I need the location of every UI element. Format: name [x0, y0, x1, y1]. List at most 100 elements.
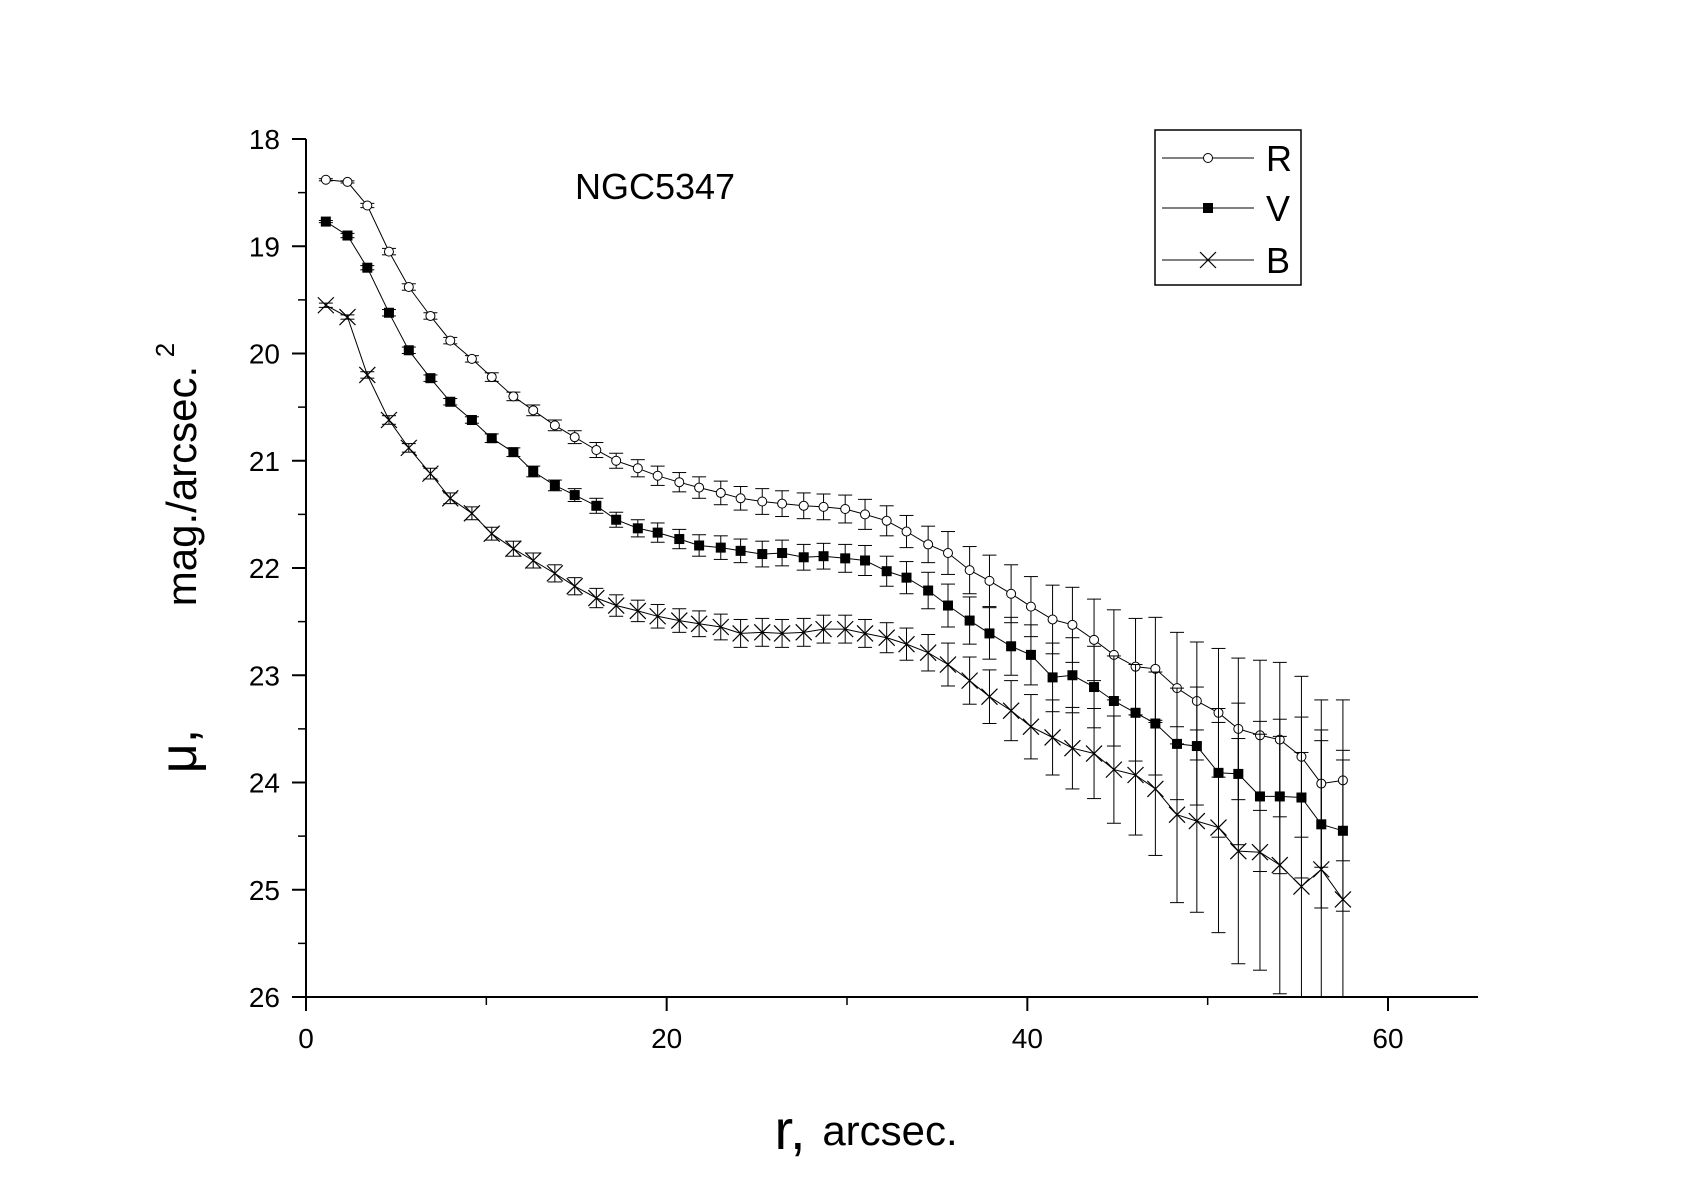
data-point-b-stroke	[441, 489, 459, 507]
data-point-b-stroke	[504, 540, 522, 558]
data-point-v	[1130, 707, 1141, 718]
data-point-v	[942, 600, 953, 611]
y-tick-label: 25	[249, 875, 280, 906]
data-point-b	[422, 465, 439, 483]
data-point-r	[777, 498, 788, 509]
data-point-b-stroke	[690, 615, 708, 633]
data-point-b-stroke	[317, 296, 335, 314]
data-point-b	[1022, 718, 1040, 736]
data-point-r	[466, 353, 477, 364]
data-point-b	[317, 296, 335, 314]
data-point-b	[1127, 766, 1144, 784]
data-point-b-stroke	[795, 623, 813, 641]
data-point-b	[670, 612, 688, 629]
data-point-v	[1067, 670, 1078, 681]
data-point-b-stroke	[1044, 729, 1062, 746]
data-point-b	[878, 629, 896, 647]
legend-item-b: B	[1162, 240, 1290, 281]
data-point-r	[923, 539, 934, 550]
data-point-b-stroke	[1085, 745, 1103, 762]
data-point-v	[549, 480, 560, 491]
data-point-b	[1085, 745, 1103, 762]
data-point-r	[901, 526, 912, 537]
data-point-b	[1293, 878, 1310, 895]
data-point-v	[674, 534, 685, 545]
data-point-r	[445, 335, 456, 346]
data-point-r	[735, 493, 746, 504]
data-point-b-stroke	[773, 624, 791, 642]
legend-label-v: V	[1266, 188, 1290, 229]
data-point-b-stroke	[1188, 812, 1206, 830]
data-point-r	[1047, 614, 1058, 625]
x-axis-label: r, arcsec.	[774, 1098, 957, 1161]
data-point-v	[715, 542, 726, 553]
data-point-b	[1105, 761, 1123, 779]
data-point-r	[549, 420, 560, 431]
data-point-b	[898, 635, 915, 653]
data-point-r	[694, 482, 705, 493]
data-point-r	[425, 310, 436, 321]
data-point-b	[1168, 806, 1186, 824]
data-point-b-stroke	[898, 635, 915, 653]
data-point-b-stroke	[670, 612, 688, 629]
y-axis-title: mag./arcsec.	[158, 366, 205, 606]
data-point-v	[881, 566, 892, 577]
data-point-r	[1089, 634, 1100, 645]
data-point-b-stroke	[1127, 766, 1144, 784]
data-point-b-stroke	[1293, 878, 1310, 895]
data-point-b	[1334, 890, 1352, 908]
data-point-r	[798, 500, 809, 511]
legend-item-v: V	[1162, 188, 1290, 229]
data-point-b-stroke	[1251, 843, 1269, 861]
data-point-b-stroke	[629, 602, 647, 620]
data-point-r	[840, 504, 851, 515]
data-point-r	[528, 405, 539, 416]
data-point-b-stroke	[981, 688, 998, 706]
series-b	[317, 296, 1352, 997]
data-point-b-stroke	[1146, 780, 1164, 798]
data-point-r	[383, 246, 394, 257]
data-point-v	[860, 555, 871, 566]
data-point-b	[607, 597, 625, 614]
data-point-r	[508, 391, 519, 402]
data-point-b-stroke	[878, 629, 896, 647]
data-point-b	[1210, 819, 1227, 836]
data-point-r	[591, 445, 602, 456]
data-point-b-stroke	[1168, 806, 1186, 824]
data-point-b	[919, 644, 937, 662]
data-point-v	[403, 345, 414, 356]
data-point-v	[694, 540, 705, 551]
data-point-v	[320, 216, 331, 227]
data-point-b-stroke	[1210, 819, 1227, 836]
legend-label-r: R	[1266, 138, 1292, 179]
data-point-b-stroke	[1229, 842, 1247, 860]
legend-label-b: B	[1266, 240, 1290, 281]
y-tick-label: 20	[249, 339, 280, 370]
data-point-v	[923, 585, 934, 596]
data-point-b	[339, 308, 356, 326]
data-point-b	[587, 589, 605, 607]
data-point-b-stroke	[1105, 761, 1123, 779]
data-point-r	[757, 496, 768, 507]
data-point-v	[362, 262, 373, 273]
data-point-b-stroke	[1063, 739, 1081, 757]
y-axis-exponent: 2	[150, 343, 180, 357]
data-point-v	[840, 553, 851, 564]
data-point-b	[358, 366, 376, 384]
data-point-b-stroke	[339, 308, 356, 326]
data-point-b-stroke	[587, 589, 605, 607]
y-axis-label: μ, mag./arcsec. 2	[150, 343, 208, 773]
data-point-v	[445, 396, 456, 407]
data-point-b	[795, 623, 813, 641]
data-point-b-stroke	[712, 618, 730, 636]
data-point-r	[984, 575, 995, 586]
data-point-b-stroke	[358, 366, 376, 384]
data-point-b	[690, 615, 708, 633]
y-tick-label: 24	[249, 768, 280, 799]
data-point-b	[1063, 739, 1081, 757]
data-point-v	[1108, 695, 1119, 706]
data-point-v	[466, 414, 477, 425]
data-point-b	[483, 525, 501, 543]
data-point-b	[1229, 842, 1247, 860]
